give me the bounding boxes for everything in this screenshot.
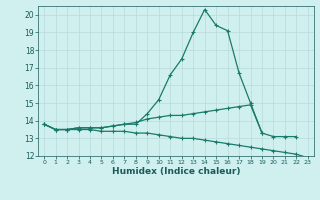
X-axis label: Humidex (Indice chaleur): Humidex (Indice chaleur) — [112, 167, 240, 176]
